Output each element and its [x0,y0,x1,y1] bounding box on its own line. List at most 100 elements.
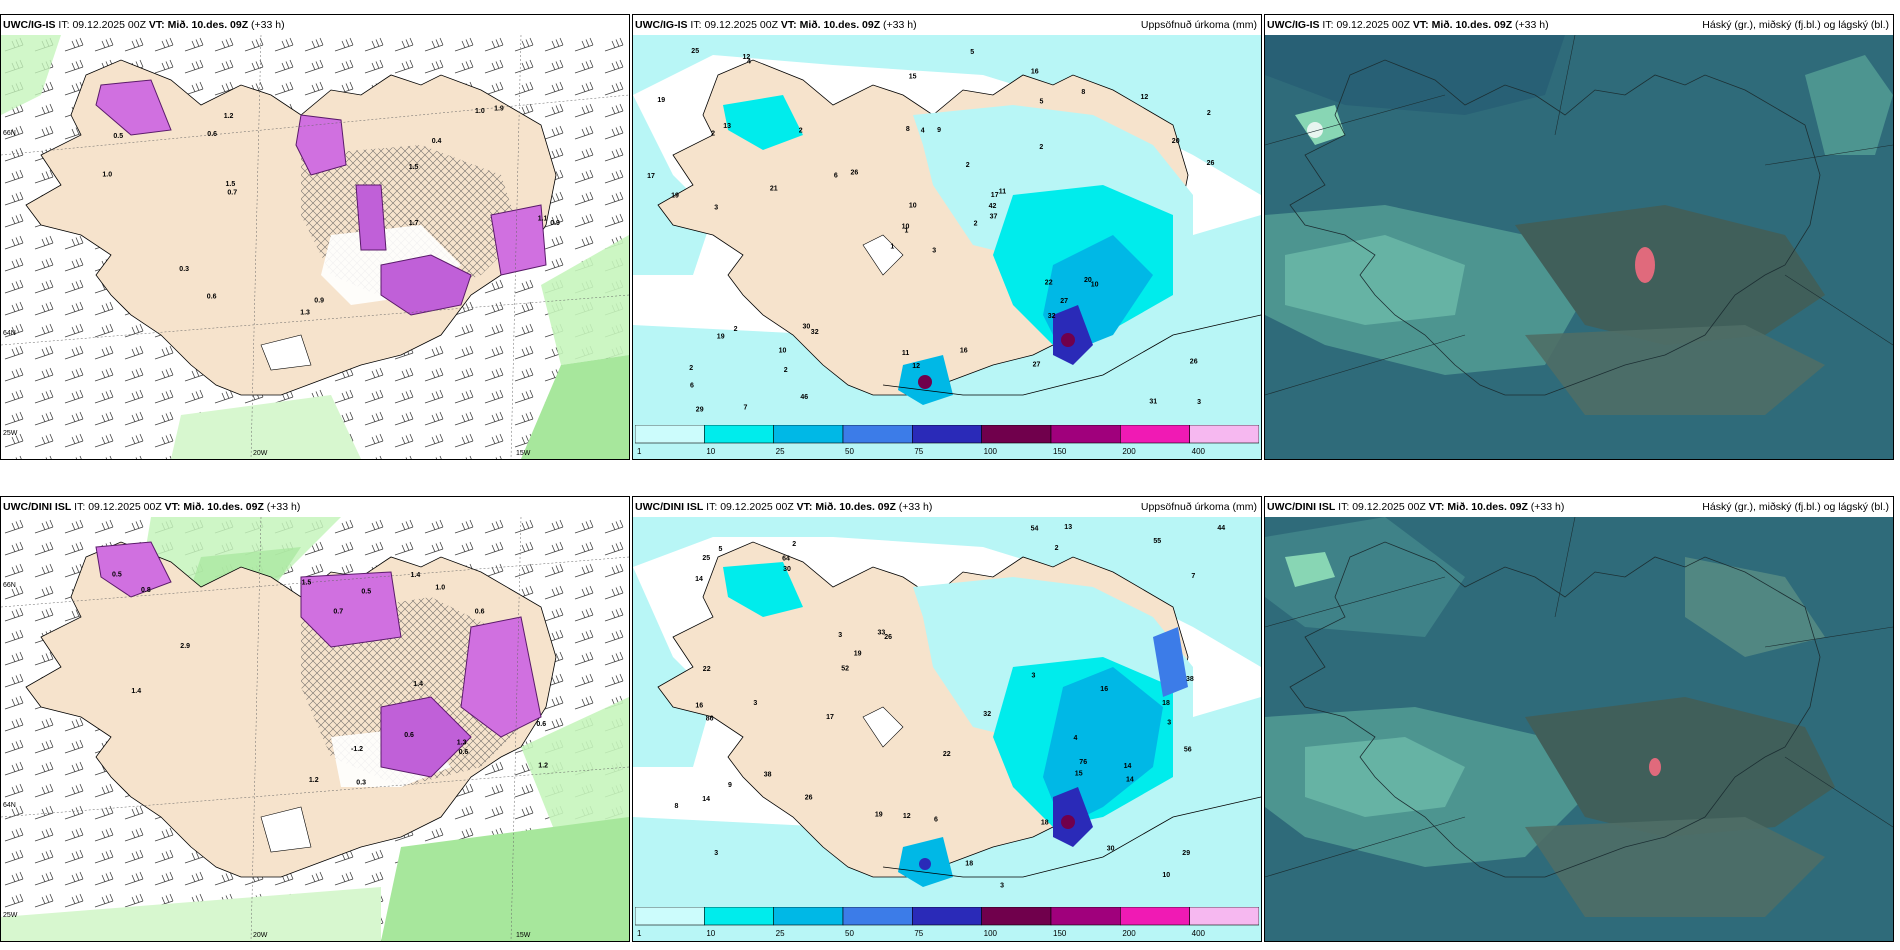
lon-label: 25W [3,912,18,919]
map-value-label: 25 [691,48,699,55]
lead-time: (+33 h) [1515,19,1549,31]
map-value-label: 1.7 [409,220,419,227]
map-value-label: 14 [695,576,703,583]
init-time: 09.12.2025 00Z [704,19,778,31]
precip-amount-labels: 4332263014233141625291938223233384455525… [675,524,1226,890]
lon-label: 20W [253,932,268,939]
map-value-label: 11 [999,189,1007,196]
map-value-label: 9 [937,127,941,134]
map-value-label: 2 [792,541,796,548]
lead-time: (+33 h) [266,501,301,513]
map-clouds [1265,517,1893,941]
panel-precip-dini: UWC/DINI ISL IT: 09.12.2025 00Z VT: Mið.… [632,496,1262,942]
map-value-label: 2 [689,365,693,372]
map-value-label: 0.5 [113,133,123,140]
map-value-label: 5 [1040,99,1044,106]
map-value-label: 18 [1162,700,1170,707]
map-value-label: 2 [734,326,738,333]
colorbar-segment [1050,425,1121,444]
map-value-label: 1.3 [457,740,467,747]
model-name: UWC/IG-IS [635,19,688,31]
panel-header: UWC/DINI ISL IT: 09.12.2025 00Z VT: Mið.… [1265,497,1893,517]
model-name: UWC/DINI ISL [635,501,704,513]
map-value-label: 1.3 [300,309,310,316]
map-value-label: 1 [905,227,909,234]
map-value-label: 1.0 [475,108,485,115]
product-title: Uppsöfnuð úrkoma (mm) [1140,501,1257,513]
map-value-label: 46 [800,394,808,401]
colorbar-tick-label: 50 [845,929,854,938]
map-value-label: 19 [657,97,665,104]
colorbar-segment [1189,907,1259,926]
precip-colorbar: 1 10 25 50 75 100 150 200 400 [635,425,1259,457]
product-title: Uppsöfnuð úrkoma (mm) [1140,19,1257,31]
panel-header: UWC/IG-IS IT: 09.12.2025 00Z VT: Mið. 10… [633,15,1261,35]
colorbar-segment [1120,907,1190,926]
init-time: 09.12.2025 00Z [88,501,162,513]
map-value-label: 7 [1191,573,1195,580]
product-title: Háský (gr.), miðský (fj.bl.) og lágský (… [1702,19,1889,31]
panel-temperature-igis: UWC/IG-IS IT: 09.12.2025 00Z VT: Mið. 10… [0,14,630,460]
lead-time: (+33 h) [883,19,917,31]
lead-time: (+33 h) [1530,501,1565,513]
map-value-label: 6 [690,383,694,390]
lat-label: 66N [3,130,16,137]
colorbar-tick-label: 75 [914,447,923,456]
colorbar-segment [912,907,982,926]
map-value-label: 0.5 [112,571,122,578]
colorbar-tick-label: 150 [1053,447,1067,456]
map-value-label: 2 [711,130,715,137]
map-clouds [1265,35,1893,459]
colorbar-tick-label: 25 [776,929,785,938]
panel-clouds-dini: UWC/DINI ISL IT: 09.12.2025 00Z VT: Mið.… [1264,496,1894,942]
map-value-label: 14 [702,796,710,803]
panel-temperature-dini: UWC/DINI ISL IT: 09.12.2025 00Z VT: Mið.… [0,496,630,942]
map-value-label: 0.8 [141,587,151,594]
map-value-label: 3 [714,850,718,857]
map-value-label: 32 [811,329,819,336]
map-value-label: 8 [1081,89,1085,96]
map-value-label: 7 [744,405,748,412]
colorbar-tick-label: 400 [1192,447,1206,456]
init-time: 09.12.2025 00Z [1352,501,1426,513]
map-value-label: 0.6 [207,294,217,301]
map-value-label: 11 [902,350,910,357]
map-value-label: 0.6 [536,721,546,728]
map-value-label: 9 [728,782,732,789]
map-value-label: 25 [702,555,710,562]
map-value-label: 0.7 [227,190,237,197]
map-value-label: 64 [782,556,790,563]
map-value-label: 21 [770,186,778,193]
map-value-label: 26 [884,634,892,641]
map-value-label: 3 [1197,399,1201,406]
map-value-label: 14 [1124,763,1132,770]
map-value-label: 18 [965,860,973,867]
map-value-label: 2 [799,128,803,135]
map-value-label: 19 [854,651,862,658]
colorbar-tick-label: 100 [984,447,998,456]
map-svg: 66N 64N 25W 20W 15W 0.5 0.6 1.5 0.9 1.0 1.3 1.… [1,35,629,459]
map-value-label: 8 [675,803,679,810]
map-value-label: 3 [1000,883,1004,890]
map-value-label: 17 [826,714,834,721]
map-value-label: 32 [1048,313,1056,320]
map-value-label: 18 [1041,820,1049,827]
map-value-label: 2 [784,367,788,374]
map-value-label: 37 [990,214,998,221]
lat-label: 66N [3,582,16,589]
map-value-label: 5 [719,546,723,553]
panel-header: UWC/IG-IS IT: 09.12.2025 00Z VT: Mið. 10… [1265,15,1893,35]
map-value-label: 5 [970,49,974,56]
map-value-label: 10 [909,203,917,210]
init-time: 09.12.2025 00Z [1336,19,1410,31]
map-value-label: 16 [960,347,968,354]
colorbar-segment [842,425,913,444]
map-value-label: 4 [747,59,751,66]
map-value-label: 19 [671,193,679,200]
map-value-label: 27 [1060,298,1068,305]
colorbar-tick-label: 1 [637,929,642,938]
map-value-label: 10 [1091,282,1099,289]
map-value-label: 0.4 [432,138,442,145]
map-value-label: 1.5 [226,181,236,188]
lon-label: 25W [3,430,18,437]
